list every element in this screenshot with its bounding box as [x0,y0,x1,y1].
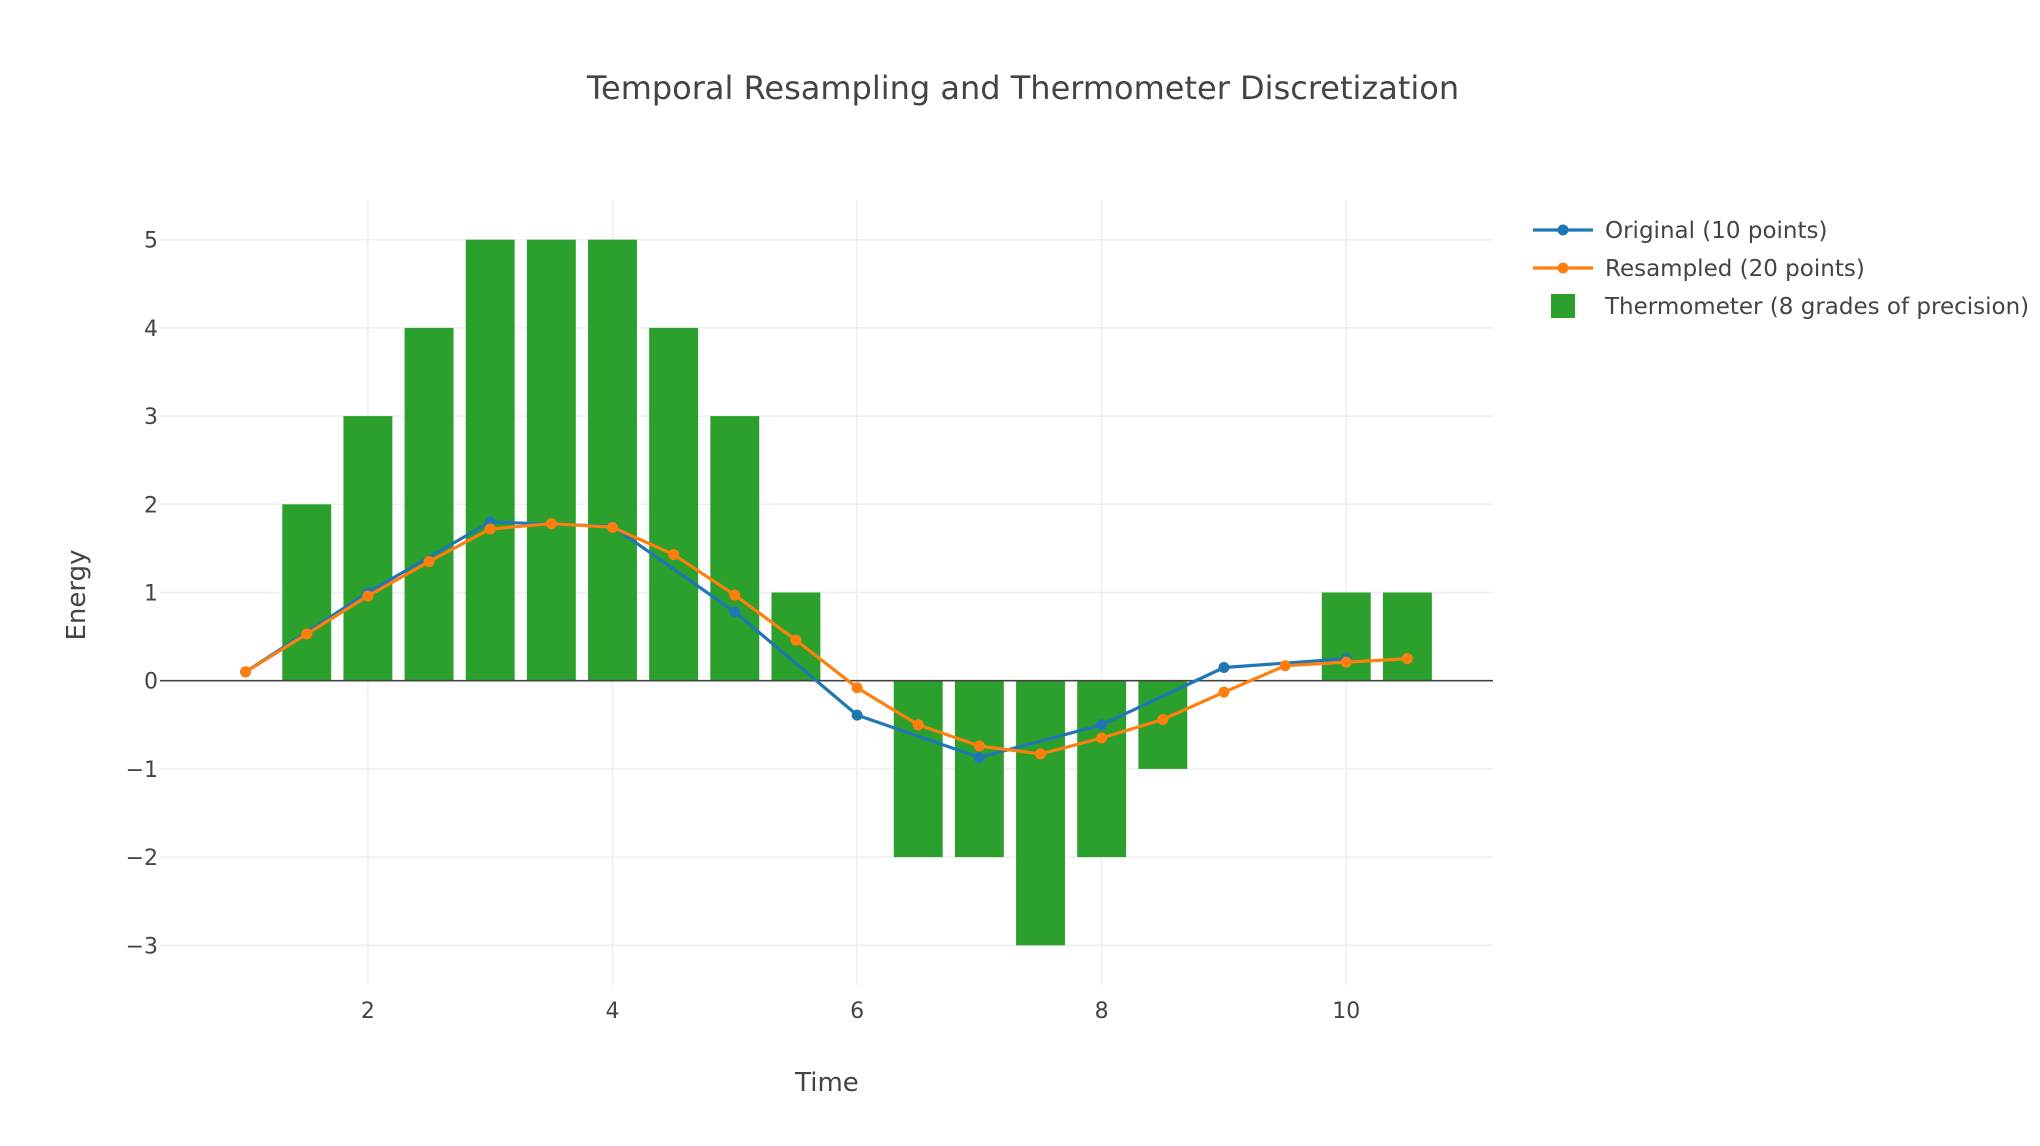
resampled-point [423,556,435,568]
thermometer-bar [343,416,393,681]
y-tick-label: 2 [144,493,158,518]
y-tick-label: −1 [126,758,158,783]
original-point [729,606,741,618]
resampled-point [484,523,496,535]
resampled-point [1096,732,1108,744]
y-tick-label: −3 [126,934,158,959]
thermometer-bar [1077,680,1127,858]
thermometer-bar [282,504,332,681]
bars [282,239,1432,946]
y-axis-title: Energy [62,549,92,640]
original-point [851,709,863,721]
y-tick-label: 4 [144,317,158,342]
legend-swatch-marker [1557,224,1569,236]
resampled-point [973,740,985,752]
x-tick-label: 6 [850,999,864,1024]
resampled-point [1401,653,1413,665]
x-tick-label: 10 [1332,999,1360,1024]
resampled-point [729,589,741,601]
legend-swatch-marker [1557,262,1569,274]
thermometer-bar [526,239,576,681]
thermometer-bar [465,239,515,681]
chart-title: Temporal Resampling and Thermometer Disc… [586,69,1459,107]
resampled-point [790,634,802,646]
legend-label: Thermometer (8 grades of precision) [1604,294,2029,320]
resampled-point [362,590,374,602]
thermometer-bar [1016,680,1065,946]
lines [240,516,1413,763]
resampled-point [1157,714,1169,726]
resampled-point [1035,748,1047,760]
resampled-point [301,628,313,640]
y-tick-label: 0 [144,670,158,695]
thermometer-bar [893,680,943,858]
resampled-point [851,682,863,694]
x-tick-label: 8 [1095,999,1109,1024]
resampled-point [668,549,680,561]
x-axis-title: Time [794,1068,859,1098]
y-tick-label: −2 [126,846,158,871]
legend: Original (10 points) Resampled (20 points… [1533,218,2029,320]
thermometer-bar [710,416,760,681]
x-tick-label: 2 [361,999,375,1024]
original-point [1218,661,1230,673]
y-tick-label: 5 [144,229,158,254]
y-tick-label: 3 [144,405,158,430]
thermometer-bar [404,327,454,681]
resampled-point [1340,656,1352,668]
original-point [1096,719,1108,731]
thermometer-bar [588,239,637,681]
resampled-point [240,666,252,678]
thermometer-bar [954,680,1004,858]
y-tick-label: 1 [144,582,158,607]
resampled-line [244,522,1408,756]
thermometer-bar [1382,592,1432,681]
resampled-point [606,521,618,533]
resampled-point [1279,660,1291,672]
legend-label: Original (10 points) [1605,218,1827,244]
resampled-point [545,518,557,530]
legend-swatch-bar [1551,294,1575,318]
thermometer-bar [649,327,699,681]
resampled-point [912,719,924,731]
resampled-point [1218,686,1230,698]
original-point [973,751,985,763]
x-tick-label: 4 [605,999,619,1024]
legend-label: Resampled (20 points) [1605,256,1865,282]
